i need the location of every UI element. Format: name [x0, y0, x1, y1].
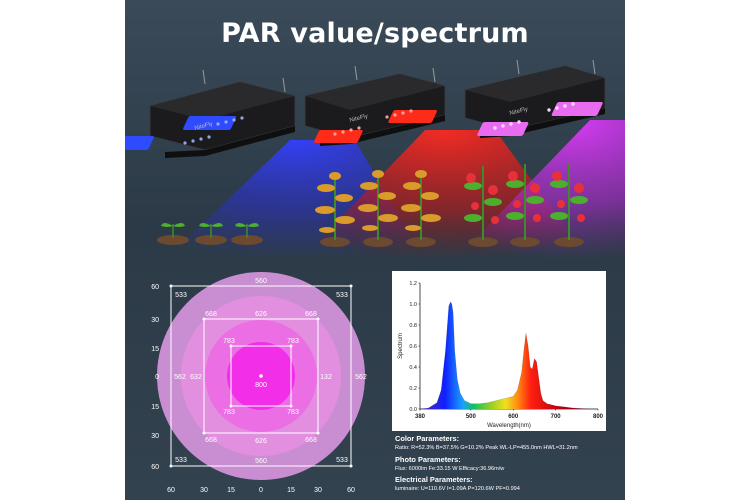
par-outer-left: 562 [174, 374, 186, 381]
axis-tick-bottom: 30 [314, 487, 322, 494]
par-inner-side: 132 [320, 374, 332, 381]
x-tick-label: 800 [593, 414, 604, 420]
par-middle-corner: 668 [205, 437, 217, 444]
par-square-middle [203, 318, 319, 434]
axis-tick-bottom: 60 [167, 487, 175, 494]
par-inner-corner: 783 [287, 409, 299, 416]
x-tick-label: 700 [551, 414, 562, 420]
par-middle-corner: 668 [305, 437, 317, 444]
axis-tick-side: 60 [151, 284, 159, 291]
axis-tick-side: 15 [151, 346, 159, 353]
axis-tick-bottom: 0 [259, 487, 263, 494]
par-middle-corner: 668 [305, 311, 317, 318]
axis-tick-side: 30 [151, 317, 159, 324]
lamp-brand-label: NiteFly [509, 107, 529, 117]
photo-params-line: Flux: 6000lm Fe:33.15 W Efficacy:36.96m/… [395, 466, 505, 472]
color-params-heading: Color Parameters: [395, 434, 460, 443]
seedling-plants [157, 223, 263, 245]
par-outer-top: 560 [255, 278, 267, 285]
x-tick-label: 380 [415, 414, 426, 420]
par-middle-corner: 668 [205, 311, 217, 318]
axis-tick-bottom: 30 [200, 487, 208, 494]
page-title: PAR value/spectrum [221, 18, 529, 49]
axis-tick-side: 60 [151, 464, 159, 471]
spectrum-line [419, 301, 598, 410]
par-inner-corner: 783 [223, 338, 235, 345]
par-inner-side: 632 [190, 374, 202, 381]
par-center-value: 800 [255, 382, 267, 389]
y-tick-label: 0.0 [409, 407, 417, 413]
lamp-vegetative: NiteFly [304, 65, 446, 146]
par-outer-right: 562 [355, 374, 367, 381]
lamp-flowering: NiteFly [464, 59, 606, 138]
y-tick-label: 0.8 [409, 323, 417, 329]
par-square-outer [170, 285, 352, 467]
lamp-brand-label: NiteFly [194, 121, 214, 132]
par-inner-corner: 783 [287, 338, 299, 345]
electrical-params-line: luminaire: U=110.6V I=1.09A P=120.6W PF=… [395, 486, 520, 492]
par-outer-corner: 533 [175, 457, 187, 464]
par-square-inner [230, 345, 292, 407]
lamp-illustration-row: NiteFly NiteFly [125, 59, 625, 260]
par-distribution-map: 800 560 560 562 562 533 533 533 533 626 … [151, 272, 367, 494]
light-beam-pink [455, 120, 625, 260]
par-middle-bottom: 626 [255, 438, 267, 445]
photo-params-heading: Photo Parameters: [395, 455, 461, 464]
par-outer-corner: 533 [175, 292, 187, 299]
vegetative-plants [315, 170, 441, 247]
product-image-panel: PAR value/spectrum [125, 0, 625, 500]
lamp-brand-label: NiteFly [349, 114, 369, 124]
par-outer-bottom: 560 [255, 458, 267, 465]
par-outer-corner: 533 [336, 457, 348, 464]
axis-tick-bottom: 60 [347, 487, 355, 494]
y-tick-label: 0.6 [409, 344, 417, 350]
axis-tick-side: 30 [151, 433, 159, 440]
par-outer-corner: 533 [336, 292, 348, 299]
axis-tick-side: 15 [151, 404, 159, 411]
color-params-line: Ratio: R=52.3% B=37.5% G=10.2% Peak WL-L… [395, 445, 578, 451]
y-tick-label: 1.0 [409, 302, 417, 308]
y-axis-label: Spectrum [398, 333, 404, 359]
spectrum-area [420, 301, 598, 409]
lamp-seedling: NiteFly [125, 69, 296, 158]
x-tick-label: 500 [466, 414, 477, 420]
electrical-params-heading: Electrical Parameters: [395, 475, 473, 484]
y-tick-label: 0.4 [409, 365, 417, 371]
spectrum-chart-frame: 0.0 0.2 0.4 0.6 0.8 1.0 1.2 380 500 600 700 800 Wave… [392, 271, 606, 431]
x-axis-label: Wavelength(nm) [487, 423, 531, 429]
par-inner-corner: 783 [223, 409, 235, 416]
axis-tick-side: 0 [155, 374, 159, 381]
y-tick-label: 1.2 [409, 281, 417, 287]
spectrum-chart: 0.0 0.2 0.4 0.6 0.8 1.0 1.2 380 500 600 700 800 Wave… [398, 281, 604, 429]
par-middle-top: 626 [255, 311, 267, 318]
axis-tick-bottom: 15 [287, 487, 295, 494]
flowering-plants [464, 164, 588, 247]
y-tick-label: 0.2 [409, 386, 417, 392]
axis-tick-bottom: 15 [227, 487, 235, 494]
x-tick-label: 600 [508, 414, 519, 420]
